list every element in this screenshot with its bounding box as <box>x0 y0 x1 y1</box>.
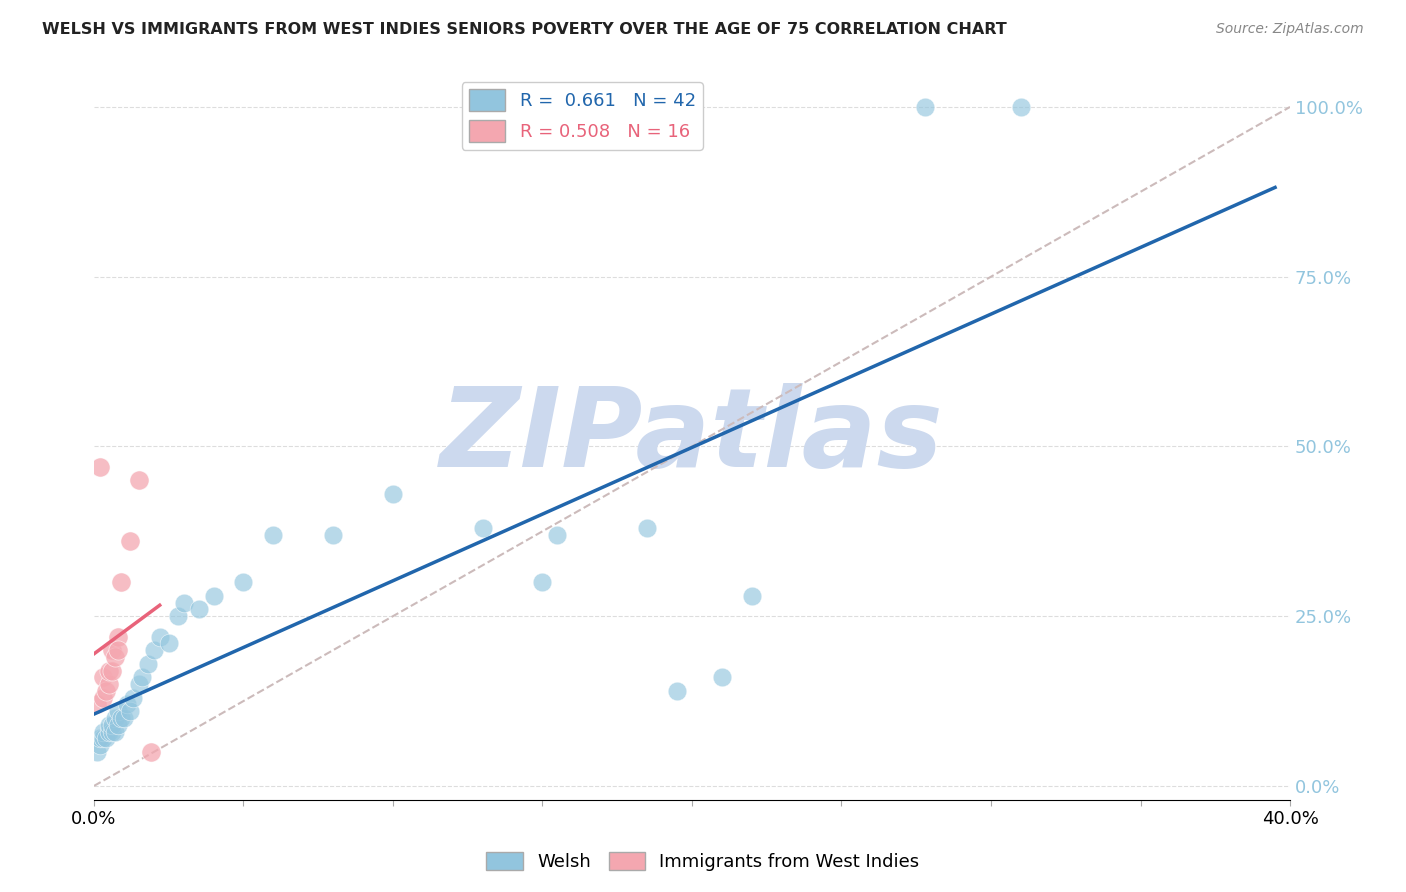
Text: Source: ZipAtlas.com: Source: ZipAtlas.com <box>1216 22 1364 37</box>
Point <box>94 684 117 698</box>
Point <box>94 731 117 746</box>
Point <box>149 630 172 644</box>
Point <box>142 643 165 657</box>
Point <box>91 731 114 746</box>
Text: ZIPatlas: ZIPatlas <box>440 383 943 490</box>
Point <box>86 745 108 759</box>
Point <box>471 521 494 535</box>
Point <box>118 704 141 718</box>
Point <box>86 698 108 712</box>
Point <box>710 670 733 684</box>
Point <box>89 738 111 752</box>
Point <box>741 589 763 603</box>
Point <box>232 575 254 590</box>
Point <box>97 664 120 678</box>
Point <box>107 643 129 657</box>
Point <box>89 459 111 474</box>
Point <box>104 724 127 739</box>
Point <box>97 677 120 691</box>
Point <box>202 589 225 603</box>
Point <box>121 690 143 705</box>
Point <box>115 698 138 712</box>
Point <box>166 609 188 624</box>
Point <box>118 534 141 549</box>
Point <box>107 630 129 644</box>
Point <box>139 745 162 759</box>
Point <box>914 100 936 114</box>
Point <box>262 527 284 541</box>
Text: WELSH VS IMMIGRANTS FROM WEST INDIES SENIORS POVERTY OVER THE AGE OF 75 CORRELAT: WELSH VS IMMIGRANTS FROM WEST INDIES SEN… <box>42 22 1007 37</box>
Legend: Welsh, Immigrants from West Indies: Welsh, Immigrants from West Indies <box>479 845 927 879</box>
Point <box>128 474 150 488</box>
Point <box>104 649 127 664</box>
Point <box>91 670 114 684</box>
Point <box>89 731 111 746</box>
Point <box>157 636 180 650</box>
Point <box>187 602 209 616</box>
Point <box>110 711 132 725</box>
Point <box>104 711 127 725</box>
Point <box>101 718 124 732</box>
Point <box>101 664 124 678</box>
Point <box>107 718 129 732</box>
Point <box>128 677 150 691</box>
Point <box>1010 100 1032 114</box>
Point <box>173 596 195 610</box>
Point <box>322 527 344 541</box>
Point <box>666 684 689 698</box>
Point <box>91 724 114 739</box>
Point <box>112 711 135 725</box>
Point <box>91 690 114 705</box>
Legend: R =  0.661   N = 42, R = 0.508   N = 16: R = 0.661 N = 42, R = 0.508 N = 16 <box>461 82 703 150</box>
Point <box>101 724 124 739</box>
Point <box>131 670 153 684</box>
Point <box>381 487 404 501</box>
Point <box>107 704 129 718</box>
Point <box>97 718 120 732</box>
Point <box>110 575 132 590</box>
Point <box>531 575 554 590</box>
Point <box>546 527 568 541</box>
Point <box>101 643 124 657</box>
Point <box>136 657 159 671</box>
Point <box>636 521 658 535</box>
Point <box>97 724 120 739</box>
